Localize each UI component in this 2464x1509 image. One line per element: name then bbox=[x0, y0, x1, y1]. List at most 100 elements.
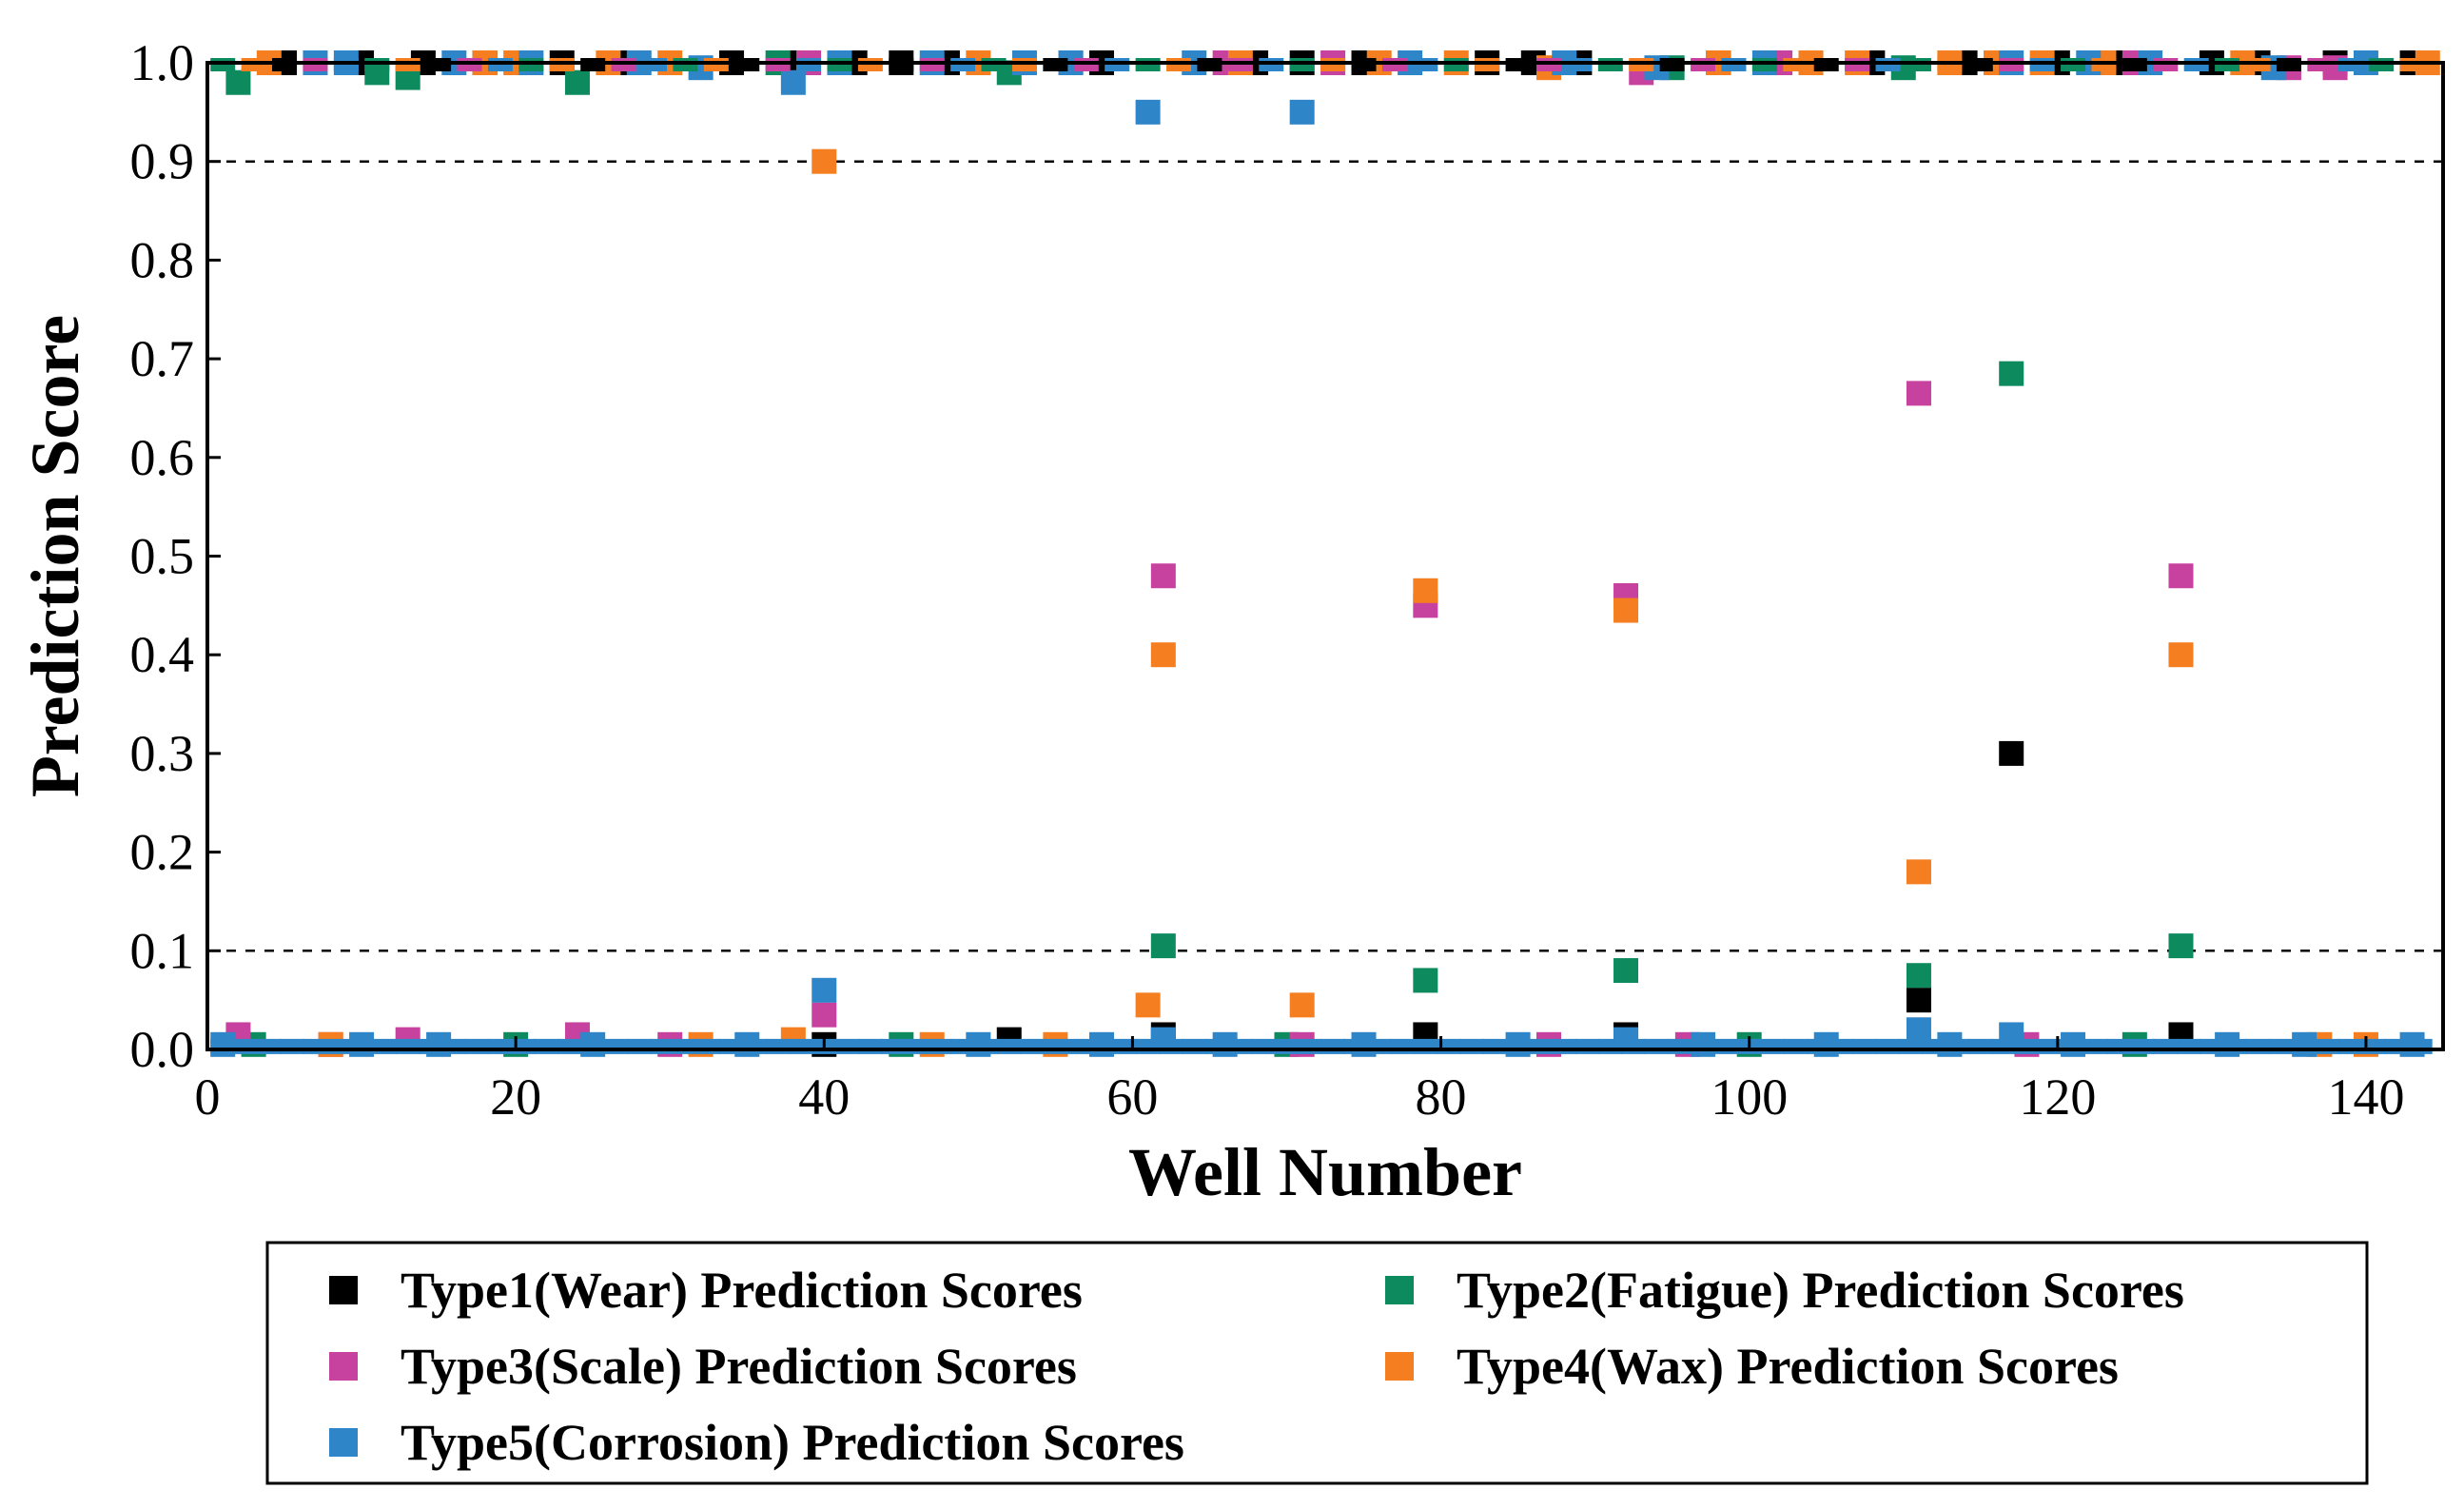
data-point bbox=[780, 69, 806, 95]
data-point bbox=[1783, 1038, 1809, 1054]
y-tick-label: 0.0 bbox=[130, 1021, 195, 1078]
data-point bbox=[1922, 1038, 1947, 1054]
x-tick-label: 0 bbox=[195, 1068, 221, 1126]
legend-items: Type1(Wear) Prediction Scores Type2(Fatig… bbox=[329, 1262, 2184, 1471]
data-point bbox=[1906, 1017, 1931, 1043]
data-point bbox=[419, 1038, 443, 1054]
data-point bbox=[1297, 1038, 1322, 1054]
data-point bbox=[1251, 1038, 1277, 1054]
data-point bbox=[2384, 1038, 2410, 1054]
data-point bbox=[441, 1038, 467, 1054]
data-point bbox=[487, 1038, 513, 1054]
data-point bbox=[1999, 740, 2024, 766]
data-point bbox=[1898, 1038, 1924, 1054]
data-point bbox=[1227, 1038, 1253, 1054]
data-point bbox=[1597, 1038, 1623, 1054]
data-point bbox=[1621, 1038, 1647, 1054]
threshold-lines bbox=[207, 160, 2443, 952]
series-1 bbox=[272, 50, 2425, 1057]
data-point bbox=[2176, 1038, 2201, 1054]
data-point bbox=[1066, 1038, 1091, 1054]
data-point bbox=[2268, 1038, 2294, 1054]
y-axis-title: Prediction Score bbox=[17, 315, 93, 797]
data-point bbox=[395, 1038, 420, 1054]
data-point bbox=[233, 1038, 259, 1054]
x-tick-label: 140 bbox=[2327, 1068, 2404, 1126]
data-point bbox=[564, 69, 590, 95]
data-point bbox=[603, 1038, 629, 1054]
data-point bbox=[650, 1038, 675, 1054]
data-point bbox=[1552, 1038, 1577, 1054]
legend-item-1: Type1(Wear) Prediction Scores bbox=[329, 1262, 1083, 1319]
data-point bbox=[1043, 1038, 1068, 1054]
data-point bbox=[788, 1038, 813, 1054]
data-point bbox=[1274, 1038, 1300, 1054]
data-point bbox=[834, 1038, 860, 1054]
data-point bbox=[1528, 1038, 1554, 1054]
x-tick-label: 100 bbox=[1711, 1068, 1788, 1126]
data-point bbox=[280, 1038, 305, 1054]
legend-item-3: Type3(Scale) Prediction Scores bbox=[329, 1338, 1077, 1395]
data-point bbox=[2061, 1038, 2086, 1054]
y-tick-label: 0.9 bbox=[130, 133, 195, 190]
data-point bbox=[1020, 1038, 1046, 1054]
data-point bbox=[2199, 1038, 2224, 1054]
data-point bbox=[1482, 1038, 1508, 1054]
x-tick-label: 120 bbox=[2019, 1068, 2096, 1126]
data-point bbox=[881, 1038, 907, 1054]
data-point bbox=[1413, 578, 1438, 603]
data-point bbox=[973, 1038, 999, 1054]
data-point bbox=[904, 1038, 929, 1054]
data-point bbox=[464, 1038, 490, 1054]
data-point bbox=[557, 1038, 582, 1054]
data-point bbox=[2245, 1038, 2271, 1054]
data-point bbox=[534, 1038, 559, 1054]
data-point bbox=[349, 1038, 375, 1054]
y-tick-label: 0.5 bbox=[130, 528, 195, 585]
data-point bbox=[1150, 642, 1176, 668]
legend-label: Type4(Wax) Prediction Scores bbox=[1457, 1338, 2119, 1395]
data-point bbox=[2153, 1038, 2179, 1054]
data-point bbox=[1135, 99, 1161, 125]
legend-frame bbox=[265, 1241, 2369, 1485]
data-point bbox=[1289, 99, 1315, 125]
y-tick-label: 1.0 bbox=[130, 34, 195, 91]
data-point bbox=[1150, 563, 1176, 589]
y-tick-label: 0.8 bbox=[130, 231, 195, 288]
data-point bbox=[372, 1038, 398, 1054]
data-point bbox=[1458, 1038, 1484, 1054]
legend-swatch bbox=[1385, 1276, 1414, 1304]
y-tick-label: 0.3 bbox=[130, 725, 195, 782]
y-tick-label: 0.1 bbox=[130, 922, 195, 979]
data-point bbox=[1967, 1038, 1993, 1054]
data-point bbox=[210, 1038, 236, 1054]
legend-label: Type1(Wear) Prediction Scores bbox=[401, 1262, 1083, 1319]
series-layer bbox=[210, 50, 2440, 1057]
data-point bbox=[1135, 992, 1161, 1018]
data-point bbox=[1182, 1038, 1207, 1054]
data-point bbox=[2315, 1038, 2340, 1054]
y-tick-label: 0.2 bbox=[130, 824, 195, 881]
data-point bbox=[1760, 1038, 1785, 1054]
legend: Type1(Wear) Prediction Scores Type2(Fatig… bbox=[265, 1241, 2369, 1485]
plot-frame bbox=[205, 61, 2445, 1051]
data-point bbox=[1135, 1038, 1161, 1054]
data-point bbox=[2292, 1038, 2317, 1054]
series-3 bbox=[225, 50, 2348, 1057]
data-point bbox=[1613, 958, 1639, 984]
data-point bbox=[2337, 1038, 2363, 1054]
data-point bbox=[2168, 933, 2194, 959]
data-point bbox=[1366, 1038, 1392, 1054]
data-point bbox=[1644, 1038, 1670, 1054]
data-point bbox=[1150, 933, 1176, 959]
data-point bbox=[1806, 1038, 1831, 1054]
data-point bbox=[719, 1038, 745, 1054]
data-point bbox=[2014, 1038, 2040, 1054]
x-tick-label: 40 bbox=[798, 1068, 850, 1126]
data-point bbox=[812, 977, 837, 1003]
data-point bbox=[1158, 1038, 1183, 1054]
data-point bbox=[2168, 642, 2194, 668]
data-point bbox=[1413, 968, 1438, 993]
legend-item-5: Type5(Corrosion) Prediction Scores bbox=[329, 1414, 1184, 1471]
data-point bbox=[1875, 1038, 1901, 1054]
